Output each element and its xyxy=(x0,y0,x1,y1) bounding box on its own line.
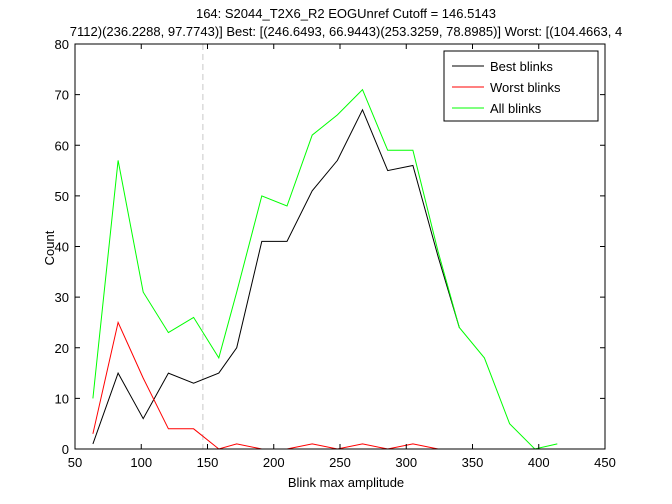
y-tick-label: 60 xyxy=(55,138,69,153)
y-tick-label: 20 xyxy=(55,341,69,356)
series-line-3 xyxy=(92,88,558,450)
y-tick-label: 70 xyxy=(55,88,69,103)
legend-label-2: Worst blinks xyxy=(490,80,561,95)
y-tick-label: 30 xyxy=(55,290,69,305)
x-axis-label: Blink max amplitude xyxy=(288,475,404,490)
series-line-1 xyxy=(92,108,460,445)
y-tick-label: 80 xyxy=(55,37,69,52)
y-tick-label: 40 xyxy=(55,240,69,255)
x-tick-label: 250 xyxy=(329,455,351,470)
chart-title-line-2: 7112)(236.2288, 97.7743)] Best: [(246.64… xyxy=(70,24,622,39)
x-tick-label: 150 xyxy=(197,455,219,470)
x-tick-label: 50 xyxy=(68,455,82,470)
legend-label-1: Best blinks xyxy=(490,59,553,74)
x-tick-label: 450 xyxy=(594,455,616,470)
chart-title-line-1: 164: S2044_T2X6_R2 EOGUnref Cutoff = 146… xyxy=(196,6,496,21)
x-tick-label: 350 xyxy=(462,455,484,470)
x-tick-label: 100 xyxy=(130,455,152,470)
y-tick-label: 0 xyxy=(62,442,69,457)
x-tick-label: 400 xyxy=(528,455,550,470)
legend-box xyxy=(443,50,599,122)
y-tick-label: 50 xyxy=(55,189,69,204)
x-tick-label: 300 xyxy=(395,455,417,470)
x-tick-label: 200 xyxy=(263,455,285,470)
legend-label-3: All blinks xyxy=(490,101,542,116)
legend: Best blinks Worst blinks All blinks xyxy=(443,50,599,122)
y-tick-label: 10 xyxy=(55,391,69,406)
y-axis-label: Count xyxy=(42,230,57,265)
